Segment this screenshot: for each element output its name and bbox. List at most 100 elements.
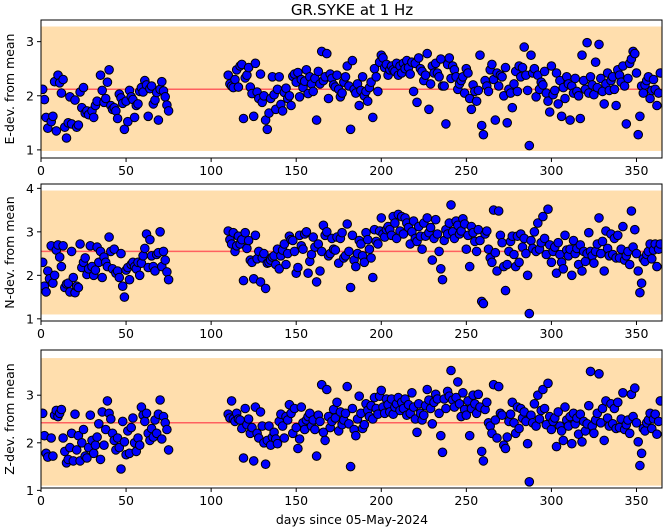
data-point <box>626 206 637 216</box>
data-point <box>570 73 581 84</box>
x-tick-label: 250 <box>454 163 478 178</box>
data-point <box>594 369 604 379</box>
data-point <box>78 82 89 93</box>
data-point <box>556 426 567 436</box>
x-tick-label: 350 <box>625 493 649 508</box>
y-tick-label: 1 <box>26 483 34 498</box>
data-point <box>490 415 501 425</box>
data-point <box>560 402 570 412</box>
x-tick-label: 200 <box>369 493 393 508</box>
data-point <box>594 213 604 223</box>
data-point <box>88 448 99 459</box>
data-point <box>444 53 455 63</box>
data-point <box>648 74 659 85</box>
data-point <box>599 99 610 109</box>
data-point <box>529 399 540 409</box>
data-point <box>356 239 366 249</box>
data-point <box>248 111 259 122</box>
data-point <box>342 219 353 229</box>
data-point <box>630 48 640 59</box>
data-point <box>345 124 356 135</box>
data-point <box>419 410 429 421</box>
data-point <box>70 95 80 105</box>
data-point <box>48 451 58 461</box>
data-point <box>373 239 383 249</box>
data-point <box>390 218 400 228</box>
data-point <box>259 248 269 259</box>
data-point <box>412 97 422 108</box>
data-point <box>90 265 101 275</box>
x-tick-label: 100 <box>199 493 223 508</box>
data-point <box>473 389 484 400</box>
data-point <box>636 278 647 289</box>
data-point <box>255 277 266 287</box>
data-point <box>359 419 370 430</box>
data-point <box>493 81 504 91</box>
data-point <box>238 113 249 124</box>
data-point <box>631 418 642 428</box>
data-point <box>573 91 584 101</box>
data-point <box>647 253 657 264</box>
data-point <box>128 413 138 423</box>
data-point <box>543 96 553 106</box>
data-point <box>551 268 562 279</box>
data-point <box>311 115 322 125</box>
data-point <box>58 241 68 251</box>
data-point <box>126 422 136 433</box>
data-point <box>458 388 468 398</box>
data-point <box>466 104 477 115</box>
data-point <box>68 272 79 283</box>
data-point <box>51 126 62 136</box>
data-point <box>362 234 373 245</box>
data-point <box>233 82 244 92</box>
data-point <box>330 245 341 255</box>
data-point <box>313 66 324 77</box>
axes-frame <box>40 183 663 322</box>
data-point <box>507 102 518 113</box>
data-point <box>141 408 152 419</box>
data-point <box>250 230 261 241</box>
data-point <box>116 464 126 474</box>
data-point <box>70 409 80 420</box>
data-point <box>80 253 90 263</box>
data-point <box>405 69 416 79</box>
data-point <box>471 246 482 257</box>
data-point <box>41 94 50 105</box>
data-point <box>446 365 456 376</box>
data-point <box>243 414 254 424</box>
data-point <box>75 239 85 249</box>
data-point <box>162 267 172 277</box>
data-point <box>347 55 358 66</box>
data-point <box>288 235 298 246</box>
data-point <box>157 434 167 444</box>
data-point <box>345 461 356 472</box>
data-point <box>464 430 475 441</box>
data-point <box>162 424 172 435</box>
x-tick-label: 200 <box>369 163 393 178</box>
data-point <box>471 96 482 106</box>
data-point <box>243 62 254 73</box>
data-point <box>577 266 587 276</box>
data-point <box>373 86 383 97</box>
data-point <box>497 410 507 421</box>
panel-1: 0 50 100 150 200 250 300 350 1 2 3 E-dev. from mean <box>2 19 663 178</box>
data-point <box>102 77 113 87</box>
data-point <box>85 410 96 421</box>
data-point <box>412 427 422 438</box>
data-point <box>441 403 451 414</box>
data-point <box>568 235 579 246</box>
data-point <box>320 435 330 446</box>
data-point <box>633 437 644 447</box>
data-point <box>243 235 254 246</box>
data-point <box>255 407 266 417</box>
data-point <box>609 84 620 95</box>
data-point <box>311 451 322 461</box>
data-point <box>546 61 557 71</box>
y-tick-label: 2 <box>26 435 34 450</box>
data-point <box>546 424 557 435</box>
data-point <box>553 407 564 417</box>
data-point <box>464 261 475 272</box>
x-tick-label: 0 <box>37 326 45 341</box>
data-point <box>623 73 633 84</box>
data-point <box>95 454 106 465</box>
